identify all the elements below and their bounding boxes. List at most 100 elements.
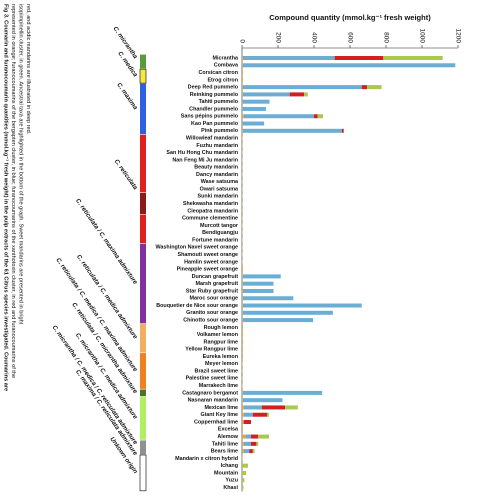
x-tick-label: 0 — [238, 39, 245, 43]
bar-segment — [334, 56, 384, 60]
bar-segment — [242, 143, 243, 148]
x-tick-label: 1000 — [418, 29, 425, 44]
group-label: C. reticulata — [113, 158, 139, 191]
bar-segment — [252, 412, 268, 417]
bar-segment — [242, 216, 243, 221]
category-label: Deep Red pummelo — [188, 85, 239, 91]
group-strip — [139, 68, 147, 84]
category-label: Dancy mandarin — [196, 172, 238, 178]
category-label: Chinotto sour orange — [183, 318, 238, 324]
category-label: Corsican citron — [198, 70, 238, 76]
category-label: Mountain — [214, 470, 238, 476]
bar-segment — [242, 434, 246, 439]
bar-segment — [258, 434, 269, 439]
category-label: Mexican lime — [204, 405, 238, 411]
category-label: Duncan grapefruit — [192, 274, 239, 280]
caption-line: red, and acidic mandarins are illustrate… — [25, 4, 31, 135]
bar-segment — [242, 325, 243, 330]
bar-segment — [242, 463, 243, 468]
bar-segment — [242, 259, 243, 264]
category-label: Murcott tangor — [200, 223, 239, 229]
category-label: Khasi — [223, 485, 238, 491]
bar-segment — [242, 288, 243, 293]
bar-segment — [243, 114, 314, 119]
caption-line: Fig 3. Coumarin and furanocoumarin quant… — [3, 4, 10, 391]
group-strip — [140, 192, 146, 215]
bar-segment — [242, 245, 243, 250]
caption-line: represented in orange; furanocoumarins o… — [10, 4, 16, 378]
bar-segment — [242, 208, 243, 213]
x-tick-label: 800 — [382, 32, 389, 43]
bar-segment — [314, 114, 318, 119]
bar-segment — [242, 390, 323, 395]
category-label: Marsh grapefruit — [195, 281, 238, 287]
bar-segment — [252, 449, 255, 454]
bar-segment — [242, 354, 243, 359]
bar-segment — [242, 70, 243, 75]
category-label: Micrantha — [213, 55, 239, 61]
group-strip — [140, 214, 146, 244]
bar-segment — [242, 99, 270, 104]
x-tick-label: 200 — [274, 32, 281, 43]
category-label: Eureka lemon — [203, 354, 238, 360]
category-label: Mandarin x citron hybrid — [175, 456, 238, 462]
bar-segment — [242, 85, 243, 90]
bar-segment — [242, 77, 243, 82]
category-label: Alemow — [217, 434, 238, 440]
category-label: Maroc sour orange — [189, 296, 238, 302]
bar-segment — [383, 56, 443, 60]
bar-segment — [242, 281, 243, 286]
x-tick-label: 1200 — [454, 29, 461, 44]
bar-segment — [242, 405, 244, 410]
category-label: Bendiguangju — [202, 230, 238, 236]
bar-segment — [242, 478, 245, 483]
bar-segment — [242, 441, 244, 446]
axis-title: Compound quantity (mmol.kg⁻¹ fresh weigh… — [269, 13, 431, 22]
bar-segment — [242, 383, 243, 388]
category-label: Combava — [214, 63, 239, 69]
bar-segment — [243, 412, 253, 417]
category-label: Volkamer lemon — [197, 332, 238, 338]
category-label: Castagnaro bergamot — [182, 390, 238, 396]
bar-segment — [242, 303, 362, 308]
bar-segment — [242, 267, 243, 272]
bar-segment — [267, 412, 269, 417]
category-label: Bouquetier de Nice sour orange — [156, 303, 238, 309]
bar-segment — [242, 63, 456, 68]
category-label: Fortune mandarin — [192, 237, 238, 243]
bar-segment — [243, 449, 250, 454]
group-strip — [140, 353, 146, 389]
category-label: Brazil sweet lime — [195, 368, 238, 374]
category-label: Meyer lemon — [205, 361, 238, 367]
category-label: Owari satsuma — [200, 186, 239, 192]
category-label: Granito sour orange — [186, 310, 238, 316]
bar-segment — [242, 361, 243, 366]
bar-segment — [242, 318, 243, 323]
bar-segment — [242, 201, 243, 206]
category-label: Yuzu — [225, 478, 238, 484]
category-label: Shekwasha mandarin — [183, 201, 238, 207]
category-label: Fuzhu mandarin — [196, 143, 238, 149]
category-label: Kao Pan pummelo — [191, 121, 239, 127]
category-label: Wase satsuma — [201, 179, 239, 185]
bar-segment — [304, 92, 308, 97]
category-label: Reinking pummelo — [190, 92, 239, 98]
bar-segment — [242, 172, 243, 177]
bar-segment — [317, 114, 323, 119]
category-label: Nan Feng Mi Ju mandarin — [172, 157, 238, 163]
group-label: C. reticulata / C. maxima admixture — [74, 198, 139, 287]
group-label: C. maxima — [115, 82, 139, 112]
category-label: San Hu Hong Chu mandarin — [166, 150, 238, 156]
category-label: Coppernhad lime — [194, 419, 238, 425]
category-label: Star Ruby grapefruit — [186, 288, 238, 294]
category-label: Yellow Rangpur lime — [185, 347, 238, 353]
bar-segment — [242, 230, 243, 235]
bar-segment — [242, 463, 248, 468]
bar-segment — [242, 449, 244, 454]
bar-segment — [242, 456, 243, 461]
category-label: Nasnaran mandarin — [188, 398, 238, 404]
bar-segment — [243, 441, 251, 446]
group-strip — [140, 54, 146, 69]
bar-segment — [242, 296, 294, 301]
